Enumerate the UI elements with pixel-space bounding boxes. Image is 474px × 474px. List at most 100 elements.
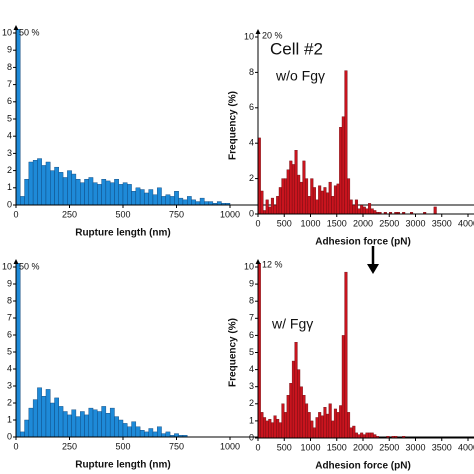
x-axis-title: Rupture length (nm) xyxy=(75,460,171,471)
y-tick-label: 9 xyxy=(7,278,12,288)
bar xyxy=(370,432,374,438)
x-tick-label: 3000 xyxy=(405,442,425,452)
bar xyxy=(161,433,167,437)
bar xyxy=(45,161,51,205)
y-tick-label: 5 xyxy=(7,346,12,356)
bar xyxy=(286,395,290,438)
bars xyxy=(15,263,188,437)
x-tick-label: 0 xyxy=(13,441,18,451)
bar xyxy=(216,201,222,205)
x-tick-label: 1000 xyxy=(300,218,320,228)
bar xyxy=(326,192,330,214)
bar xyxy=(336,183,340,214)
bar xyxy=(97,184,102,205)
bar xyxy=(92,182,98,205)
y-tick-label: 10 xyxy=(244,31,254,41)
bar xyxy=(368,432,372,438)
bar xyxy=(299,181,303,214)
bar xyxy=(114,178,119,205)
bar xyxy=(315,417,319,438)
y-tick-label: 0 xyxy=(249,432,254,442)
bar xyxy=(357,434,361,438)
bar xyxy=(352,204,356,214)
bar xyxy=(109,182,115,205)
y-tick-label: 7 xyxy=(7,79,12,89)
bar xyxy=(368,203,372,214)
y-tick-label: 3 xyxy=(7,380,12,390)
x-tick-label: 3500 xyxy=(432,442,452,452)
bar xyxy=(20,196,25,205)
bar xyxy=(273,415,277,438)
bar xyxy=(169,196,175,205)
bar xyxy=(273,204,277,214)
bar xyxy=(268,206,272,214)
x-tick-label: 0 xyxy=(255,218,260,228)
x-tick-label: 0 xyxy=(255,442,260,452)
bar xyxy=(139,189,145,205)
bar xyxy=(344,271,348,438)
y-tick-label: 0 xyxy=(7,431,12,441)
x-tick-label: 250 xyxy=(62,209,77,219)
bar xyxy=(349,199,353,214)
bar xyxy=(67,170,72,205)
bar xyxy=(323,407,327,438)
bar xyxy=(352,425,356,438)
bar xyxy=(24,178,30,205)
bar xyxy=(195,201,201,205)
bar xyxy=(37,387,42,437)
bar xyxy=(270,197,274,214)
y-tick-label: 10 xyxy=(244,261,254,271)
bar xyxy=(165,431,171,437)
bar xyxy=(315,199,319,214)
bar xyxy=(328,181,332,214)
bar xyxy=(294,342,298,438)
bars xyxy=(257,70,437,214)
bar xyxy=(157,187,162,205)
bar xyxy=(144,192,149,205)
bar xyxy=(79,411,85,437)
bar xyxy=(318,185,322,214)
bar xyxy=(312,187,316,214)
y-tick-label: 1 xyxy=(7,414,12,424)
bar xyxy=(75,178,81,205)
bar xyxy=(294,150,298,214)
bar xyxy=(71,173,77,205)
bar xyxy=(297,369,301,438)
bar xyxy=(260,190,264,214)
y-tick-label: 2 xyxy=(249,398,254,408)
bar xyxy=(174,433,179,437)
bar xyxy=(347,178,351,214)
bar xyxy=(310,178,314,214)
x-tick-label: 2000 xyxy=(353,442,373,452)
bar xyxy=(28,161,34,205)
bar xyxy=(41,165,47,205)
bar xyxy=(349,427,353,438)
bar xyxy=(118,419,124,437)
bar xyxy=(182,199,188,205)
bar xyxy=(139,430,145,437)
bar xyxy=(281,178,285,214)
bar xyxy=(278,187,282,214)
bar xyxy=(302,395,306,438)
x-tick-label: 1500 xyxy=(327,218,347,228)
x-tick-label: 3000 xyxy=(405,218,425,228)
bar xyxy=(297,174,301,214)
bar xyxy=(365,208,369,214)
bar xyxy=(373,210,377,214)
bar xyxy=(84,414,89,437)
bar xyxy=(37,158,42,205)
x-tick-label: 1500 xyxy=(327,442,347,452)
y-tick-label: 8 xyxy=(249,296,254,306)
bar xyxy=(67,414,72,437)
bar xyxy=(58,406,64,437)
bar xyxy=(370,208,374,214)
x-tick-label: 500 xyxy=(115,209,130,219)
bar xyxy=(276,418,280,438)
bar xyxy=(114,416,119,437)
bar xyxy=(291,360,295,438)
bar xyxy=(402,436,406,438)
y-tick-label: 7 xyxy=(249,313,254,323)
y-tick-label: 2 xyxy=(7,397,12,407)
bar xyxy=(208,201,214,205)
